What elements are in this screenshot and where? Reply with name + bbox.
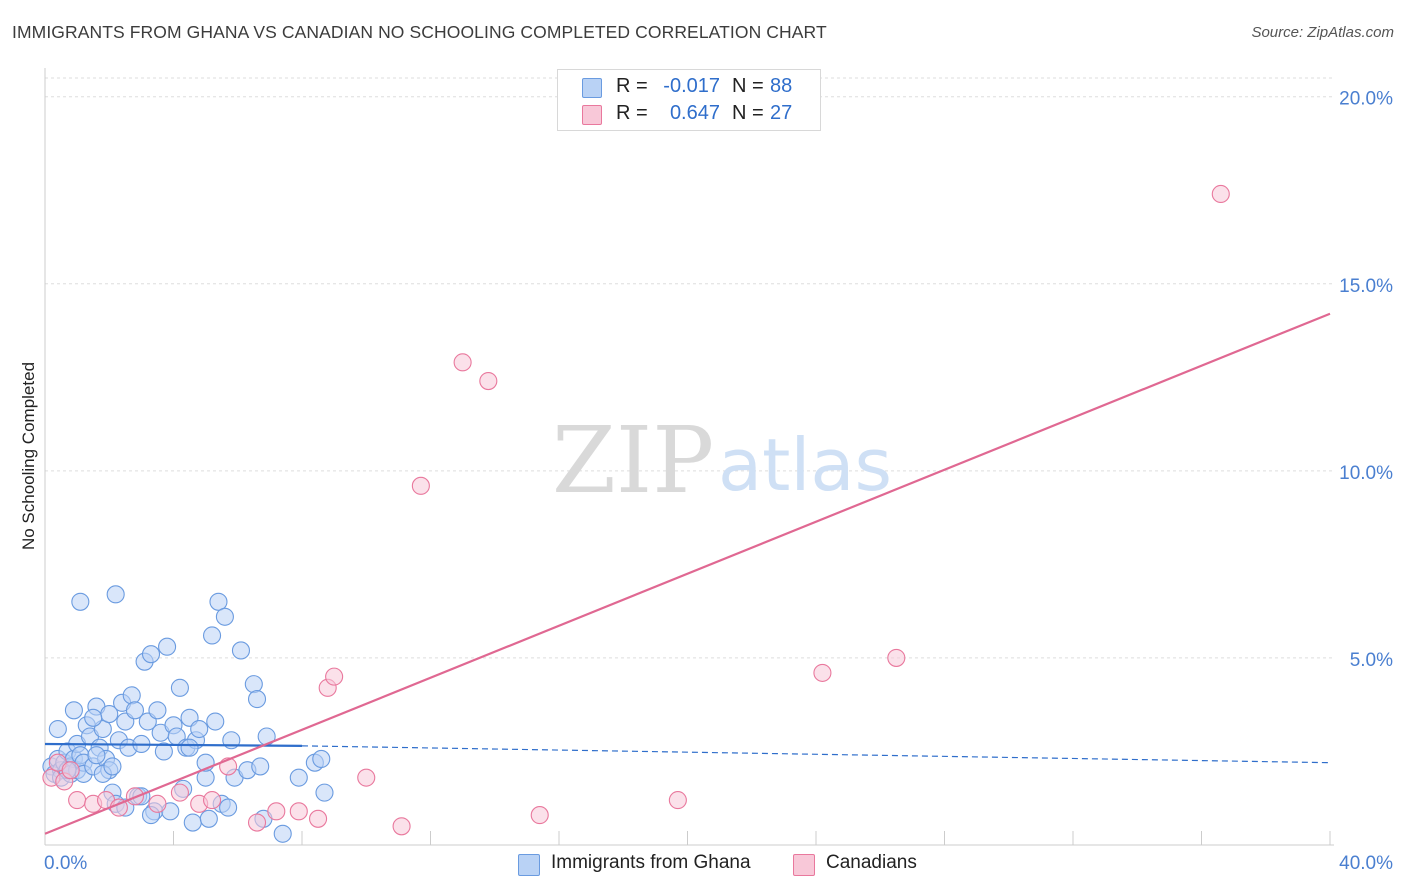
trendline-canadians — [44, 312, 1331, 835]
trendline-ghana-dashed — [301, 745, 1331, 764]
data-point-canadians — [453, 353, 472, 372]
correlation-legend: R = -0.017 N = 88 R = 0.647 N = 27 — [557, 69, 821, 131]
data-point-ghana — [244, 675, 263, 694]
source-label: Source: ZipAtlas.com — [1251, 24, 1394, 41]
watermark-atlas: atlas — [718, 423, 892, 507]
x-tick-label: 40.0% — [1339, 853, 1393, 874]
data-point-ghana — [87, 746, 106, 765]
data-point-canadians — [357, 768, 376, 787]
series-canadians-points — [42, 184, 1230, 836]
x-tick-label: 0.0% — [44, 853, 87, 874]
data-point-ghana — [203, 626, 222, 645]
data-point-ghana — [206, 712, 225, 731]
data-point-canadians — [148, 794, 167, 813]
data-point-ghana — [312, 749, 331, 768]
data-point-canadians — [289, 802, 308, 821]
data-point-canadians — [68, 791, 87, 810]
data-point-ghana — [315, 783, 334, 802]
data-point-ghana — [48, 719, 67, 739]
bottom-legend-label-ghana: Immigrants from Ghana — [551, 852, 751, 873]
data-point-canadians — [668, 791, 687, 810]
y-axis-label: No Schooling Completed — [19, 362, 38, 550]
data-point-canadians — [267, 802, 286, 821]
tick-labels: 5.0% 10.0% 15.0% 20.0% 0.0% 40.0% — [44, 89, 1393, 874]
data-point-canadians — [325, 667, 344, 686]
bottom-legend-label-canadians: Canadians — [826, 852, 917, 873]
data-point-canadians — [1211, 184, 1230, 204]
grid-lines — [45, 77, 1334, 659]
data-point-canadians — [247, 813, 267, 832]
data-point-ghana — [199, 809, 218, 828]
watermark: ZIP atlas — [552, 407, 892, 514]
data-point-ghana — [209, 592, 228, 611]
trend-lines — [44, 312, 1331, 835]
data-point-ghana — [64, 701, 83, 720]
legend-swatch-blue — [582, 78, 602, 98]
data-point-ghana — [219, 798, 238, 817]
legend-r-label: R = — [616, 102, 648, 124]
data-point-ghana — [170, 678, 189, 697]
legend-r-value: 0.647 — [669, 102, 720, 124]
data-point-ghana — [190, 719, 209, 739]
legend-n-value: 88 — [770, 75, 793, 97]
y-tick-label: 10.0% — [1339, 463, 1393, 484]
data-point-ghana — [84, 708, 103, 727]
chart-title: IMMIGRANTS FROM GHANA VS CANADIAN NO SCH… — [12, 22, 827, 42]
data-point-canadians — [411, 476, 430, 495]
data-point-ghana — [273, 824, 292, 843]
data-point-canadians — [61, 761, 80, 780]
data-point-canadians — [392, 817, 411, 836]
axes — [44, 68, 1334, 846]
y-tick-label: 20.0% — [1339, 89, 1393, 110]
data-point-ghana — [103, 757, 122, 776]
data-point-canadians — [309, 809, 328, 828]
data-point-canadians — [813, 663, 832, 682]
bottom-legend-swatch-blue — [518, 854, 540, 876]
data-point-ghana — [231, 641, 251, 660]
data-point-ghana — [183, 813, 202, 832]
legend-n-label: N = — [732, 102, 764, 124]
data-point-canadians — [170, 783, 189, 802]
data-point-ghana — [251, 757, 270, 776]
data-point-ghana — [215, 607, 234, 626]
legend-n-value: 27 — [770, 102, 793, 124]
trendline-ghana-solid — [44, 742, 303, 747]
data-point-ghana — [122, 686, 141, 705]
data-point-canadians — [887, 648, 906, 667]
data-point-ghana — [154, 742, 173, 761]
data-point-ghana — [180, 738, 199, 757]
data-point-ghana — [125, 701, 144, 720]
y-tick-label: 15.0% — [1339, 276, 1393, 297]
legend-n-label: N = — [732, 75, 764, 97]
data-point-ghana — [106, 585, 125, 604]
data-point-canadians — [479, 372, 498, 391]
data-point-ghana — [71, 592, 90, 611]
y-tick-label: 5.0% — [1350, 650, 1393, 671]
legend-r-value: -0.017 — [663, 75, 720, 97]
legend-swatch-pink — [582, 105, 602, 125]
legend-r-label: R = — [616, 75, 648, 97]
data-point-ghana — [289, 768, 308, 787]
data-point-canadians — [203, 791, 222, 810]
data-point-ghana — [158, 637, 177, 656]
data-point-canadians — [530, 806, 549, 825]
watermark-zip: ZIP — [552, 407, 714, 514]
bottom-legend-swatch-pink — [793, 854, 815, 876]
data-point-ghana — [148, 701, 167, 720]
data-point-ghana — [247, 690, 267, 709]
data-point-ghana — [141, 645, 161, 664]
